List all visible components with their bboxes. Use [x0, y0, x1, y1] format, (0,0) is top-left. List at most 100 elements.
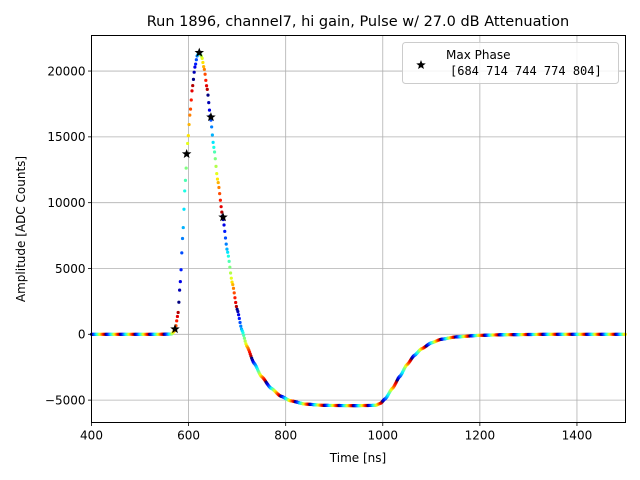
waveform-point — [215, 177, 220, 181]
grid — [91, 35, 626, 423]
max-phase-marker — [181, 148, 192, 159]
chart-title: Run 1896, channel7, hi gain, Pulse w/ 27… — [147, 14, 570, 30]
waveform-point — [207, 101, 211, 105]
y-tick-label: 5000 — [55, 262, 86, 276]
waveform-point — [234, 300, 238, 305]
waveform-point — [178, 280, 182, 284]
waveform-point — [217, 185, 221, 190]
waveform-point — [207, 108, 212, 112]
waveform-point — [190, 89, 194, 93]
waveform-point — [183, 189, 187, 193]
waveform-point — [210, 125, 214, 129]
x-tick-label: 1000 — [367, 429, 398, 443]
waveform-point — [232, 291, 236, 295]
waveform-point — [206, 93, 210, 97]
waveform-point — [180, 236, 185, 241]
waveform-point — [218, 198, 222, 202]
waveform-point — [177, 300, 181, 304]
waveform-point — [218, 192, 222, 196]
waveform-point — [216, 180, 220, 185]
x-axis-ticks: 400 600 800 1000 1200 1400 — [80, 422, 593, 443]
waveform-point — [194, 62, 198, 66]
waveform-point — [202, 65, 206, 69]
waveform-point — [237, 316, 241, 321]
waveform-point — [211, 140, 215, 144]
waveform-point — [187, 122, 191, 127]
waveform-point — [225, 247, 229, 251]
waveform-point — [186, 141, 190, 146]
waveform-point — [182, 207, 186, 211]
legend-star-icon — [416, 60, 426, 70]
max-phase-marker — [194, 47, 205, 57]
max-phase-marker — [218, 212, 228, 222]
x-axis-label: Time [ns] — [329, 451, 386, 465]
waveform-point — [181, 225, 185, 230]
waveform-point — [223, 236, 228, 240]
y-tick-label: 15000 — [47, 130, 85, 144]
waveform-point — [231, 283, 235, 287]
y-axis-label: Amplitude [ADC Counts] — [14, 156, 28, 302]
waveform-point — [204, 78, 208, 82]
waveform-point — [233, 296, 237, 300]
max-phase-markers — [170, 47, 228, 334]
y-tick-label: 0 — [78, 328, 86, 342]
y-axis-ticks: −5000 0 5000 10000 15000 20000 — [45, 64, 92, 407]
x-tick-label: 1400 — [562, 429, 593, 443]
waveform-point — [188, 107, 193, 111]
waveform-point — [229, 276, 233, 280]
waveform-point — [243, 339, 247, 343]
waveform-series — [89, 51, 627, 408]
waveform-point — [184, 166, 188, 170]
legend-box — [402, 42, 619, 84]
waveform-point — [242, 336, 247, 340]
waveform-point — [242, 333, 246, 337]
y-tick-label: −5000 — [45, 393, 86, 407]
x-tick-label: 800 — [274, 429, 297, 443]
waveform-point — [194, 58, 198, 62]
waveform-point — [201, 60, 205, 65]
x-tick-label: 1200 — [465, 429, 496, 443]
legend: Max Phase [684 714 744 774 804] — [402, 42, 619, 84]
waveform-point — [219, 205, 223, 209]
waveform-point — [175, 314, 180, 319]
waveform-point — [200, 56, 204, 60]
waveform-point — [228, 271, 233, 275]
waveform-point — [191, 77, 196, 82]
waveform-point — [241, 331, 245, 335]
waveform-point — [238, 320, 242, 325]
waveform-point — [178, 288, 182, 292]
waveform-point — [224, 242, 228, 246]
waveform-point — [186, 134, 190, 138]
waveform-point — [180, 251, 184, 255]
x-tick-label: 600 — [177, 429, 200, 443]
waveform-point — [212, 145, 216, 149]
y-tick-label: 10000 — [47, 196, 85, 210]
y-tick-label: 20000 — [47, 64, 85, 78]
waveform-point — [212, 150, 217, 154]
waveform-point — [231, 286, 236, 290]
waveform-point — [204, 84, 209, 88]
waveform-point — [223, 229, 227, 233]
waveform-point — [203, 72, 207, 76]
legend-title: Max Phase — [446, 48, 510, 62]
max-phase-marker — [170, 324, 180, 334]
waveform-point — [192, 70, 196, 74]
waveform-point — [202, 67, 206, 72]
waveform-point — [220, 210, 224, 214]
x-tick-label: 400 — [80, 429, 103, 443]
waveform-point — [226, 254, 230, 258]
legend-values: [684 714 744 774 804] — [450, 64, 602, 78]
waveform-point — [188, 113, 192, 117]
waveform-point — [222, 223, 226, 227]
waveform-point — [183, 178, 188, 182]
waveform-point — [236, 313, 241, 317]
waveform-point — [189, 98, 193, 102]
waveform-point — [205, 87, 209, 91]
waveform-point — [215, 172, 219, 176]
max-phase-marker — [206, 112, 216, 122]
waveform-point — [175, 319, 179, 323]
waveform-point — [226, 250, 230, 254]
plot-frame — [91, 35, 626, 423]
waveform-point — [176, 310, 180, 315]
